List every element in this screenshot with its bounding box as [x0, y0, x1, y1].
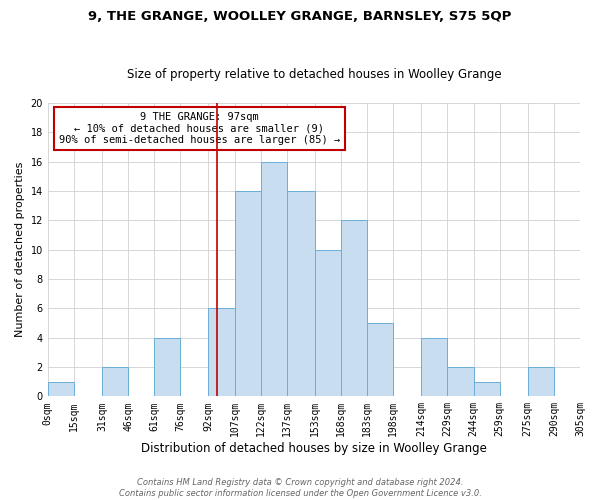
Bar: [341, 220, 367, 396]
Bar: [102, 367, 128, 396]
Bar: [260, 162, 287, 396]
Text: 9 THE GRANGE: 97sqm
← 10% of detached houses are smaller (9)
90% of semi-detache: 9 THE GRANGE: 97sqm ← 10% of detached ho…: [59, 112, 340, 145]
Text: Contains HM Land Registry data © Crown copyright and database right 2024.
Contai: Contains HM Land Registry data © Crown c…: [119, 478, 481, 498]
Title: Size of property relative to detached houses in Woolley Grange: Size of property relative to detached ho…: [127, 68, 501, 81]
Bar: [315, 250, 341, 396]
Bar: [367, 323, 393, 396]
Bar: [154, 338, 181, 396]
Bar: [235, 191, 260, 396]
Text: 9, THE GRANGE, WOOLLEY GRANGE, BARNSLEY, S75 5QP: 9, THE GRANGE, WOOLLEY GRANGE, BARNSLEY,…: [88, 10, 512, 23]
Bar: [473, 382, 500, 396]
Bar: [527, 367, 554, 396]
X-axis label: Distribution of detached houses by size in Woolley Grange: Distribution of detached houses by size …: [141, 442, 487, 455]
Bar: [48, 382, 74, 396]
Bar: [421, 338, 448, 396]
Bar: [448, 367, 473, 396]
Bar: [287, 191, 315, 396]
Y-axis label: Number of detached properties: Number of detached properties: [15, 162, 25, 338]
Bar: [208, 308, 235, 396]
